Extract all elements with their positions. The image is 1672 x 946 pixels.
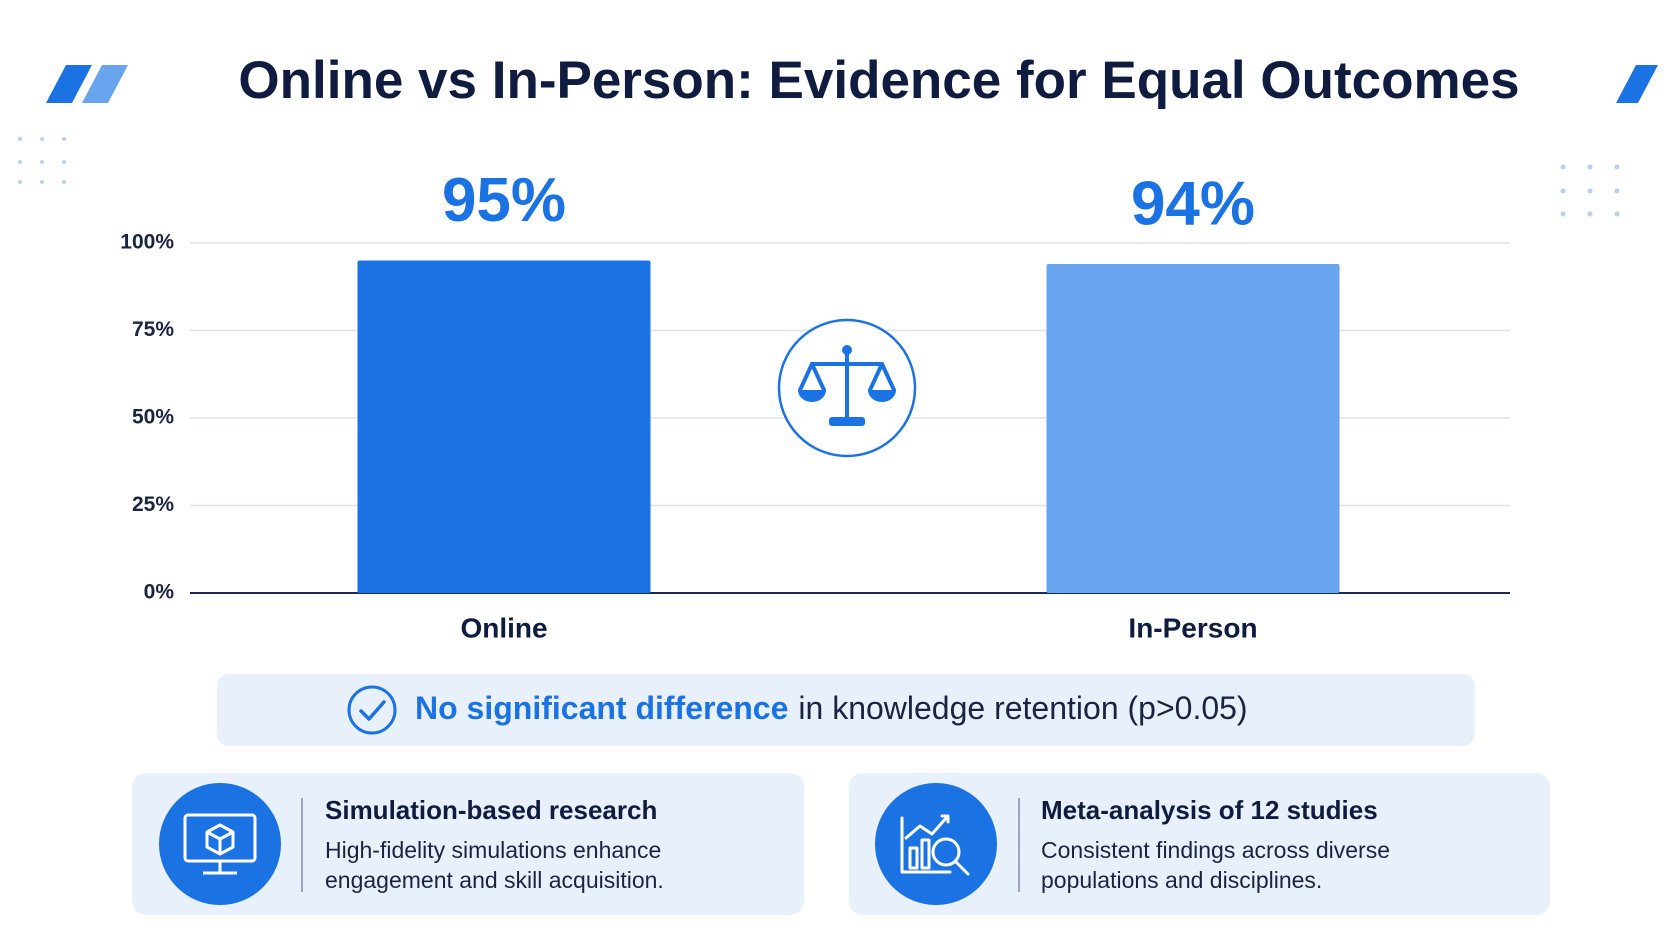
callout-text: No significant difference in knowledge re…	[415, 690, 1248, 726]
x-tick-label: In-Person	[1128, 612, 1257, 643]
bar	[357, 260, 651, 593]
y-tick-label: 100%	[120, 231, 174, 254]
card-description: engagement and skill acquisition.	[325, 867, 664, 893]
dot-pattern	[18, 137, 1620, 217]
card-description: Consistent findings across diverse	[1041, 837, 1390, 863]
bar	[1046, 264, 1340, 593]
card-title: Simulation-based research	[325, 795, 657, 825]
y-tick-label: 25%	[132, 493, 174, 516]
chart-title: Online vs In-Person: Evidence for Equal …	[238, 51, 1519, 110]
value-label: 95%	[442, 166, 566, 235]
value-label: 94%	[1131, 169, 1255, 238]
card: Simulation-based research High-fidelity …	[132, 773, 804, 915]
card-title: Meta-analysis of 12 studies	[1041, 795, 1378, 825]
callout-box	[217, 674, 1475, 746]
y-tick-label: 0%	[144, 581, 175, 604]
balance-icon	[777, 318, 917, 458]
check-icon	[347, 685, 397, 735]
callout-body: in knowledge retention (p>0.05)	[798, 690, 1247, 726]
card-description: High-fidelity simulations enhance	[325, 837, 661, 863]
x-tick-label: Online	[460, 612, 547, 643]
callout-highlight: No significant difference	[415, 690, 788, 726]
plot-area: 0% 25% 50% 75% 100% 95% Online 94% In-Person	[120, 166, 1510, 643]
title-decoration	[46, 65, 1658, 103]
y-tick-label: 75%	[132, 318, 174, 341]
card-description: populations and disciplines.	[1041, 867, 1322, 893]
y-tick-label: 50%	[132, 406, 174, 429]
card: Meta-analysis of 12 studies Consistent f…	[849, 773, 1550, 915]
